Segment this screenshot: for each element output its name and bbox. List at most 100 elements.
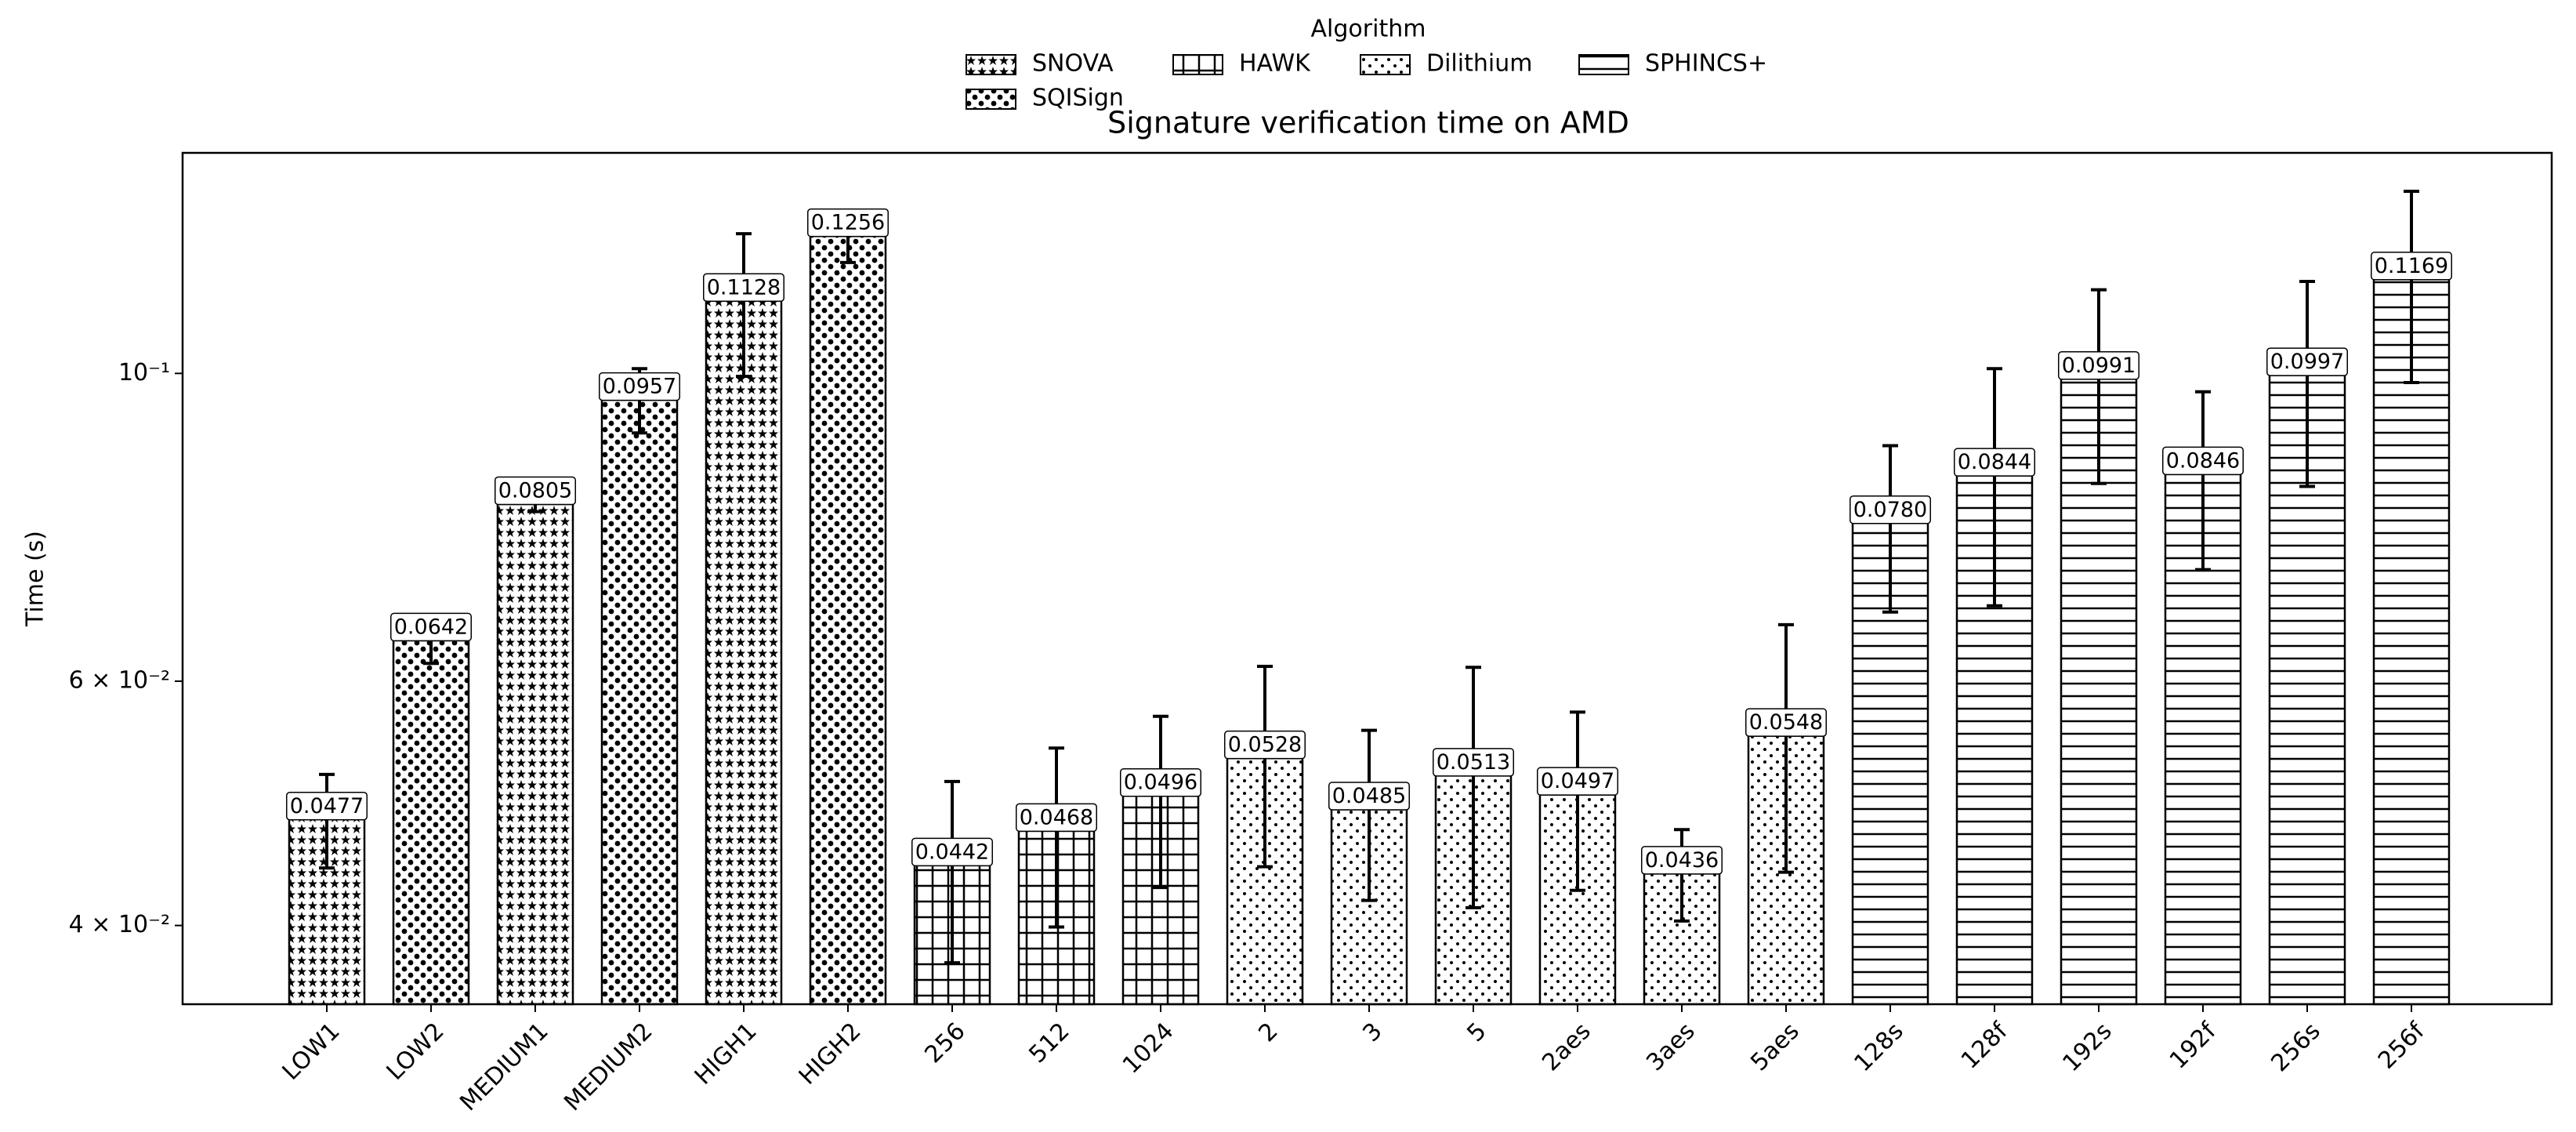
value-label-box: [390, 612, 472, 642]
error-bar: [319, 772, 335, 870]
y-tick-label: 4 × 10⁻²: [69, 911, 170, 938]
x-tick-label: 256: [919, 1018, 970, 1069]
x-tick-label: 256s: [2266, 1018, 2325, 1077]
x-tick-label: HIGH1: [690, 1018, 763, 1090]
legend-swatch: [966, 89, 1016, 110]
value-label-group: 0.0805: [495, 476, 576, 506]
x-tick-label: 128s: [1849, 1018, 1908, 1077]
value-label-group: 0.0468: [1016, 803, 1097, 833]
legend-label: HAWK: [1239, 50, 1311, 78]
error-bar: [1570, 710, 1585, 892]
x-tick-label: 2: [1253, 1018, 1283, 1047]
value-label: 0.1256: [811, 211, 885, 235]
legend-title: Algorithm: [1311, 16, 1426, 43]
error-bar: [1466, 666, 1481, 909]
value-label: 0.0496: [1124, 771, 1197, 795]
x-tick-label: 3aes: [1641, 1018, 1700, 1076]
value-label: 0.0548: [1749, 710, 1823, 735]
bar: [2372, 278, 2451, 1006]
value-label-group: 0.1169: [2371, 252, 2452, 281]
value-label: 0.0844: [1958, 450, 2031, 474]
legend-label: SQISign: [1032, 85, 1124, 112]
value-label-box: [2162, 446, 2244, 476]
value-label: 0.0780: [1853, 498, 1927, 522]
y-tick-label: 10⁻¹: [118, 359, 170, 386]
value-label-box: [1537, 767, 1618, 796]
value-label: 0.0805: [498, 479, 572, 503]
value-label-group: 0.0846: [2162, 446, 2244, 476]
bar: [705, 299, 783, 1006]
bar: [392, 639, 470, 1006]
error-bar: [944, 779, 960, 965]
value-label-box: [286, 792, 368, 821]
value-label-group: 0.0997: [2266, 347, 2348, 376]
value-label-group: 0.1256: [807, 208, 889, 238]
y-tick-label: 6 × 10⁻²: [69, 666, 170, 694]
value-label-group: 0.0957: [599, 372, 680, 401]
value-label: 0.0846: [2166, 448, 2240, 473]
value-label-box: [2371, 252, 2452, 281]
legend-swatch: [1578, 54, 1629, 75]
x-tick-label: HIGH2: [794, 1018, 867, 1090]
value-label-group: 0.0497: [1537, 767, 1618, 796]
value-label-box: [807, 208, 889, 238]
value-label: 0.0477: [290, 794, 364, 818]
x-tick-label: 3: [1357, 1018, 1387, 1047]
value-label: 0.1128: [707, 275, 781, 299]
value-label: 0.1169: [2375, 254, 2448, 278]
error-bar: [2091, 288, 2107, 485]
y-axis-label: Time (s): [22, 531, 49, 627]
value-label-group: 0.0477: [286, 792, 368, 821]
bar: [809, 234, 887, 1006]
value-label-box: [495, 476, 576, 506]
x-tick-label: MEDIUM2: [559, 1018, 658, 1116]
legend-label: SPHINCS+: [1645, 50, 1767, 78]
x-tick-label: 512: [1024, 1018, 1074, 1069]
x-tick-label: LOW2: [382, 1018, 450, 1086]
value-label-box: [599, 372, 680, 401]
value-label-box: [1954, 448, 2035, 477]
bar: [600, 398, 679, 1006]
error-bar: [1361, 728, 1377, 902]
plot-frame: [181, 151, 2553, 1006]
value-label-group: 0.0513: [1433, 748, 1514, 777]
value-label: 0.0436: [1645, 848, 1719, 873]
value-label-box: [1433, 748, 1514, 777]
error-bar: [736, 232, 752, 379]
value-label: 0.0485: [1332, 784, 1406, 808]
x-tick-label: 5aes: [1745, 1018, 1804, 1076]
error-bar: [1153, 714, 1168, 890]
value-label-group: 0.0844: [1954, 448, 2035, 477]
error-bar: [1049, 746, 1064, 929]
error-bar: [2299, 279, 2315, 488]
value-label-group: 0.0496: [1120, 767, 1201, 797]
value-label-box: [911, 837, 993, 867]
value-label: 0.0497: [1541, 769, 1614, 793]
x-tick-label: 192f: [2165, 1017, 2223, 1075]
legend-label: Dilithium: [1426, 50, 1532, 78]
legend-swatch: [1172, 54, 1223, 75]
value-label-box: [1016, 803, 1097, 833]
legend-label: SNOVA: [1032, 50, 1114, 78]
x-tick-label: 5: [1462, 1018, 1491, 1047]
value-label-group: 0.0436: [1641, 846, 1723, 875]
value-label-group: 0.0780: [1850, 495, 1931, 524]
value-label-box: [1850, 495, 1931, 524]
error-bar: [1987, 367, 2002, 608]
x-tick-label: MEDIUM1: [455, 1018, 553, 1116]
error-bar: [1674, 828, 1690, 923]
value-label-group: 0.0991: [2058, 351, 2139, 380]
legend-swatch: [966, 54, 1016, 75]
value-label-group: 0.0485: [1328, 782, 1410, 811]
x-tick-label: 192s: [2057, 1018, 2117, 1077]
error-bar: [1882, 444, 1898, 614]
error-bar: [2404, 189, 2419, 384]
value-label-group: 0.0442: [911, 837, 993, 867]
x-tick-label: 1024: [1118, 1018, 1179, 1079]
x-tick-label: 256f: [2373, 1017, 2431, 1075]
value-label-box: [1224, 730, 1306, 760]
value-label-box: [2266, 347, 2348, 376]
value-label-box: [1745, 708, 1827, 737]
value-label-group: 0.0548: [1745, 708, 1827, 737]
